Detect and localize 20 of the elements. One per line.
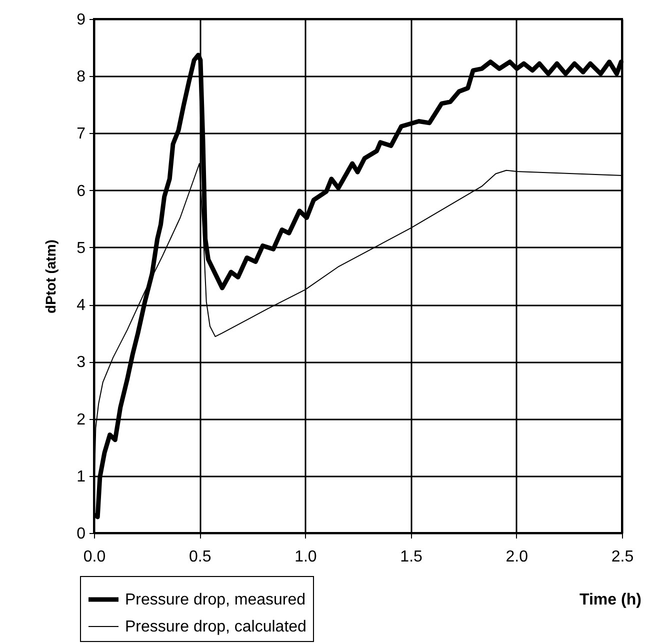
y-tick-label: 3 bbox=[76, 354, 86, 372]
y-tick-label: 9 bbox=[76, 12, 86, 28]
x-tick-label: 2.5 bbox=[611, 548, 634, 566]
x-axis-title: Time (h) bbox=[580, 592, 642, 608]
x-tick-label: 0.0 bbox=[83, 548, 106, 566]
y-tick-label: 0 bbox=[76, 526, 86, 542]
y-tick-label: 6 bbox=[76, 182, 86, 200]
y-tick-label: 1 bbox=[76, 468, 86, 486]
y-tick-label: 4 bbox=[76, 297, 86, 314]
y-tick-label: 2 bbox=[76, 411, 86, 428]
y-tick-label: 8 bbox=[76, 68, 86, 86]
legend-label: Pressure drop, measured bbox=[125, 592, 306, 608]
x-tick-label: 2.0 bbox=[506, 548, 528, 566]
x-tick-label: 0.5 bbox=[188, 548, 212, 566]
y-axis-title: dPtot (atm) bbox=[42, 240, 59, 314]
x-tick-label: 1.5 bbox=[400, 548, 423, 566]
y-tick-label: 7 bbox=[76, 126, 86, 143]
legend-label: Pressure drop, calculated bbox=[125, 618, 306, 636]
x-tick-label: 1.0 bbox=[294, 548, 317, 566]
y-tick-label: 5 bbox=[76, 240, 86, 257]
